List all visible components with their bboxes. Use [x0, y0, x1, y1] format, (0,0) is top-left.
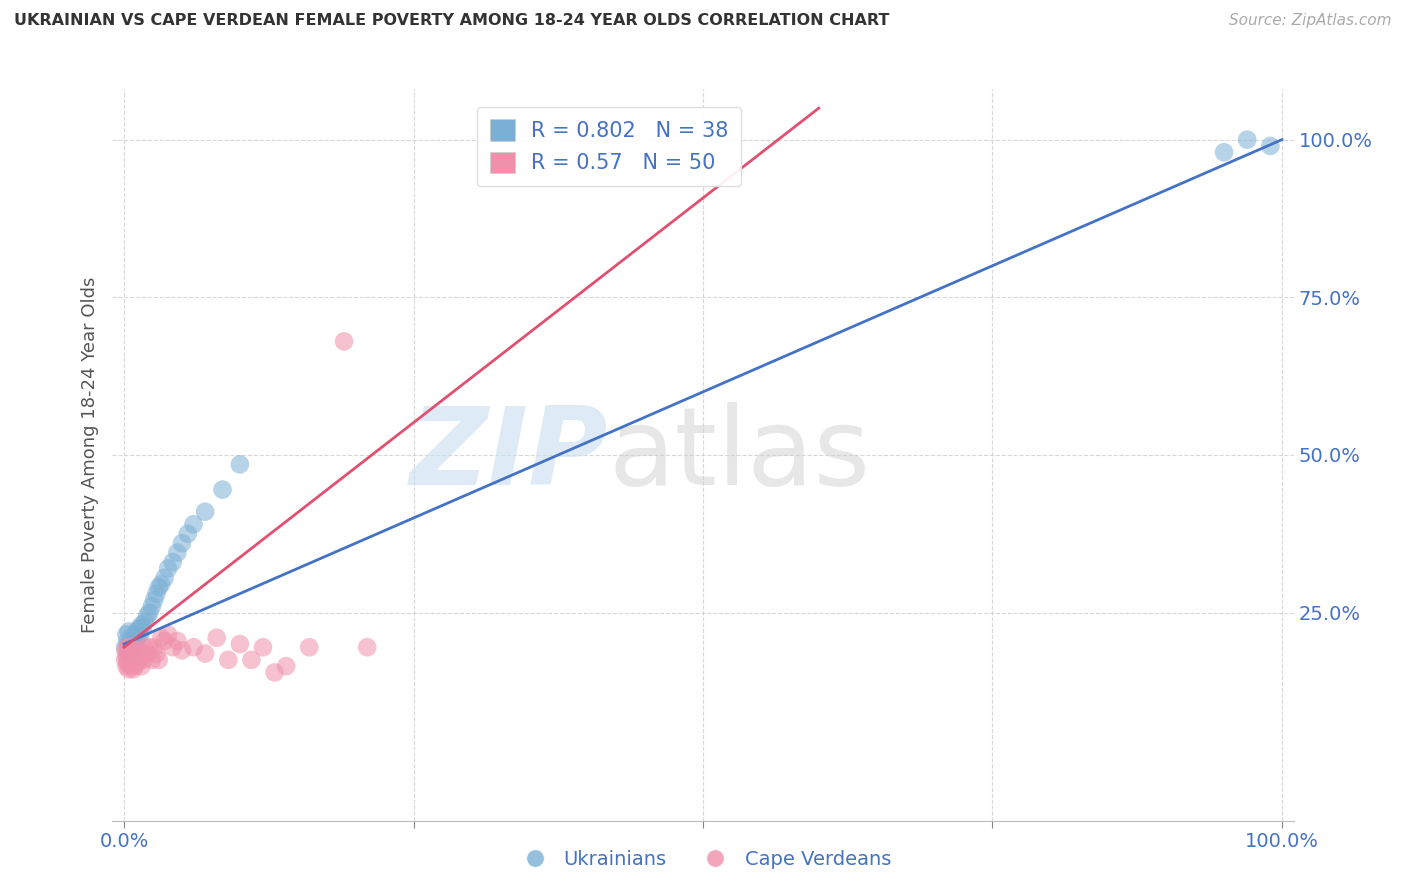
Legend: Ukrainians, Cape Verdeans: Ukrainians, Cape Verdeans — [508, 842, 898, 877]
Point — [252, 640, 274, 655]
Point — [211, 483, 233, 497]
Point — [183, 640, 205, 655]
Point — [276, 659, 298, 673]
Point — [170, 536, 193, 550]
Point — [131, 621, 153, 635]
Point — [150, 631, 173, 645]
Point — [118, 640, 141, 655]
Point — [177, 526, 200, 541]
Point — [217, 653, 239, 667]
Point — [121, 656, 143, 670]
Point — [229, 458, 252, 472]
Point — [141, 653, 163, 667]
Point — [117, 640, 139, 655]
Point — [124, 649, 146, 664]
Point — [148, 580, 170, 594]
Point — [121, 631, 143, 645]
Point — [118, 647, 141, 661]
Point — [118, 624, 141, 639]
Point — [1213, 145, 1236, 160]
Point — [143, 640, 166, 655]
Point — [166, 546, 188, 560]
Point — [1260, 139, 1282, 153]
Point — [240, 653, 263, 667]
Point — [333, 334, 356, 349]
Point — [131, 659, 153, 673]
Point — [127, 631, 149, 645]
Point — [114, 640, 136, 655]
Point — [124, 627, 146, 641]
Point — [141, 599, 163, 614]
Point — [122, 653, 145, 667]
Point — [145, 587, 167, 601]
Point — [138, 640, 160, 655]
Point — [129, 647, 152, 661]
Point — [120, 649, 142, 664]
Point — [122, 637, 145, 651]
Point — [118, 647, 141, 661]
Point — [114, 653, 136, 667]
Point — [162, 555, 184, 569]
Point — [153, 571, 176, 585]
Point — [356, 640, 378, 655]
Point — [134, 640, 156, 655]
Point — [115, 659, 138, 673]
Point — [136, 647, 159, 661]
Point — [263, 665, 285, 680]
Text: Source: ZipAtlas.com: Source: ZipAtlas.com — [1229, 13, 1392, 29]
Point — [118, 653, 141, 667]
Point — [136, 608, 159, 623]
Point — [157, 561, 180, 575]
Point — [205, 631, 228, 645]
Point — [138, 606, 160, 620]
Point — [183, 517, 205, 532]
Point — [129, 627, 152, 641]
Point — [162, 640, 184, 655]
Point — [124, 659, 146, 673]
Point — [153, 634, 176, 648]
Y-axis label: Female Poverty Among 18-24 Year Olds: Female Poverty Among 18-24 Year Olds — [80, 277, 98, 633]
Point — [120, 659, 142, 673]
Point — [1236, 133, 1258, 147]
Text: atlas: atlas — [609, 402, 870, 508]
Point — [121, 647, 143, 661]
Point — [128, 621, 150, 635]
Point — [131, 618, 153, 632]
Point — [122, 662, 145, 676]
Point — [118, 637, 141, 651]
Point — [127, 643, 149, 657]
Point — [194, 505, 217, 519]
Point — [143, 593, 166, 607]
Point — [115, 627, 138, 641]
Point — [148, 653, 170, 667]
Point — [117, 656, 139, 670]
Point — [132, 653, 155, 667]
Point — [124, 634, 146, 648]
Point — [118, 662, 141, 676]
Point — [157, 627, 180, 641]
Point — [134, 615, 156, 629]
Point — [166, 634, 188, 648]
Point — [131, 647, 153, 661]
Point — [298, 640, 321, 655]
Point — [117, 634, 139, 648]
Point — [120, 640, 142, 655]
Point — [145, 647, 167, 661]
Point — [229, 637, 252, 651]
Point — [115, 649, 138, 664]
Point — [114, 643, 136, 657]
Point — [125, 656, 148, 670]
Point — [194, 647, 217, 661]
Point — [125, 624, 148, 639]
Text: UKRAINIAN VS CAPE VERDEAN FEMALE POVERTY AMONG 18-24 YEAR OLDS CORRELATION CHART: UKRAINIAN VS CAPE VERDEAN FEMALE POVERTY… — [14, 13, 890, 29]
Point — [128, 653, 150, 667]
Text: ZIP: ZIP — [411, 402, 609, 508]
Point — [150, 577, 173, 591]
Point — [170, 643, 193, 657]
